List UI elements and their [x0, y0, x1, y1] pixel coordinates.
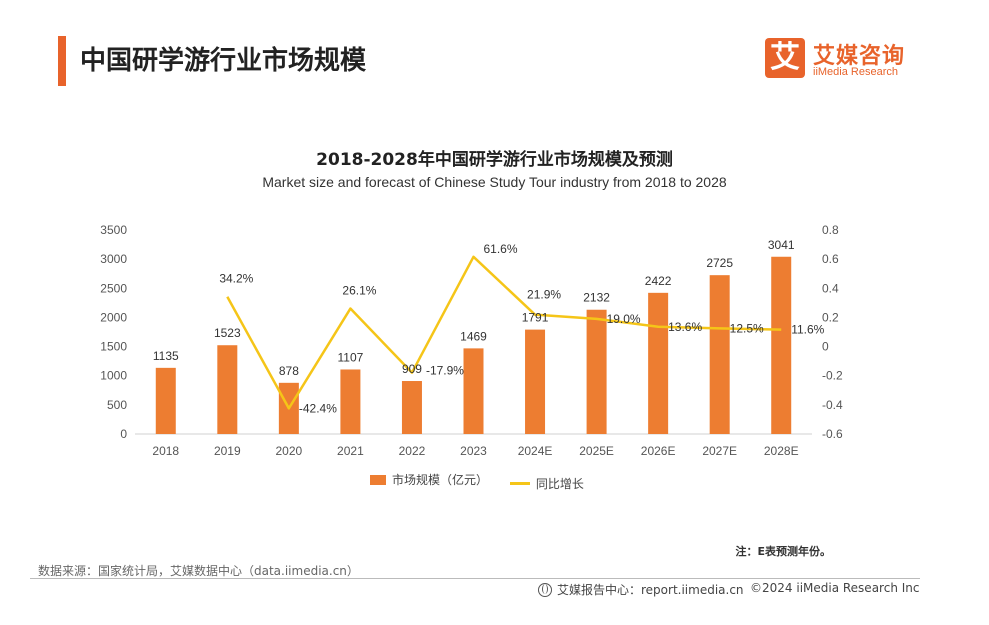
x-tick-label: 2025E — [579, 444, 614, 458]
x-tick-label: 2019 — [214, 444, 241, 458]
copyright: ©2024 iiMedia Research Inc — [750, 581, 920, 595]
bar-value-label: 1107 — [338, 350, 364, 364]
y-left-tick-label: 500 — [107, 398, 127, 412]
y-right-tick-label: 0.8 — [822, 223, 839, 237]
x-tick-label: 2024E — [518, 444, 553, 458]
y-left-tick-label: 3500 — [100, 223, 127, 237]
growth-value-label: 61.6% — [484, 242, 518, 256]
bar-value-label: 2422 — [645, 274, 672, 288]
bar-value-label: 1135 — [153, 349, 179, 363]
legend-item-bar: 市场规模（亿元） — [370, 471, 488, 488]
y-left-tick-label: 2500 — [100, 281, 127, 295]
forecast-note: 注：E表预测年份。 — [735, 545, 831, 558]
x-tick-label: 2021 — [337, 444, 364, 458]
logo-text-en: iiMedia Research — [813, 66, 898, 78]
bar — [648, 292, 669, 434]
y-right-tick-label: 0.6 — [822, 252, 839, 266]
bar — [525, 329, 546, 434]
title-accent-bar — [58, 36, 66, 86]
y-right-tick-label: 0 — [822, 340, 829, 354]
growth-line — [226, 255, 782, 410]
report-center: 艾媒报告中心：report.iimedia.cn — [538, 581, 744, 598]
growth-value-label: 12.5% — [730, 321, 764, 335]
bar — [401, 381, 422, 434]
bar — [586, 309, 607, 434]
y-right-tick-label: -0.2 — [822, 369, 843, 383]
legend-line-label: 同比增长 — [535, 476, 584, 491]
bar — [463, 348, 484, 434]
bar — [217, 345, 238, 434]
company-logo: 艾 艾媒咨询 iiMedia Research — [765, 36, 940, 86]
bar — [340, 369, 361, 434]
bar-value-label: 2132 — [583, 291, 610, 305]
bar-value-label: 2725 — [706, 256, 733, 270]
globe-icon — [538, 582, 552, 597]
y-right-tick-label: -0.4 — [822, 398, 843, 412]
growth-value-label: 26.1% — [342, 284, 376, 298]
chart-legend: 市场规模（亿元） 同比增长 — [370, 471, 602, 492]
bar — [155, 367, 176, 434]
bar-value-label: 909 — [402, 362, 422, 376]
legend-bar-swatch — [370, 474, 386, 485]
growth-value-label: 19.0% — [607, 312, 641, 326]
y-left-tick-label: 1000 — [100, 369, 127, 383]
page-title: 中国研学游行业市场规模 — [80, 46, 367, 76]
logo-text-cn: 艾媒咨询 — [813, 44, 906, 69]
y-left-tick-label: 0 — [120, 427, 127, 441]
y-right-tick-label: 0.4 — [822, 281, 839, 295]
growth-value-label: 21.9% — [527, 288, 561, 302]
legend-line-swatch — [509, 481, 530, 485]
growth-value-label: -17.9% — [426, 364, 464, 378]
bar-value-label: 1523 — [214, 326, 241, 340]
x-tick-label: 2023 — [460, 444, 487, 458]
x-tick-label: 2027E — [702, 444, 737, 458]
chart-title: 2018-2028年中国研学游行业市场规模及预测 — [316, 150, 673, 170]
bar-value-label: 1791 — [522, 311, 549, 325]
data-source: 数据来源：国家统计局，艾媒数据中心（data.iimedia.cn） — [38, 564, 359, 578]
bar — [709, 275, 730, 434]
logo-icon: 艾 — [765, 38, 805, 78]
y-right-tick-label: -0.6 — [822, 427, 843, 441]
x-tick-label: 2028E — [764, 444, 799, 458]
report-center-text: 艾媒报告中心：report.iimedia.cn — [557, 583, 744, 597]
x-tick-label: 2020 — [276, 444, 303, 458]
bar-value-label: 1469 — [460, 329, 487, 343]
y-left-tick-label: 1500 — [100, 340, 127, 354]
y-left-tick-label: 3000 — [100, 252, 127, 266]
y-left-tick-label: 2000 — [100, 310, 127, 324]
growth-value-label: -42.4% — [299, 401, 337, 415]
y-right-tick-label: 0.2 — [822, 310, 839, 324]
bar-value-label: 878 — [279, 364, 299, 378]
legend-bar-label: 市场规模（亿元） — [392, 473, 489, 487]
legend-item-line: 同比增长 — [509, 475, 584, 492]
x-tick-label: 2022 — [399, 444, 426, 458]
growth-value-label: 13.6% — [668, 320, 702, 334]
growth-value-label: 34.2% — [219, 272, 253, 286]
chart-subtitle: Market size and forecast of Chinese Stud… — [262, 174, 727, 190]
x-tick-label: 2018 — [152, 444, 179, 458]
x-tick-label: 2026E — [641, 444, 676, 458]
bar-value-label: 3041 — [768, 238, 795, 252]
growth-value-label: 11.6% — [791, 323, 824, 337]
bar — [771, 256, 792, 434]
footer-divider — [30, 578, 920, 579]
